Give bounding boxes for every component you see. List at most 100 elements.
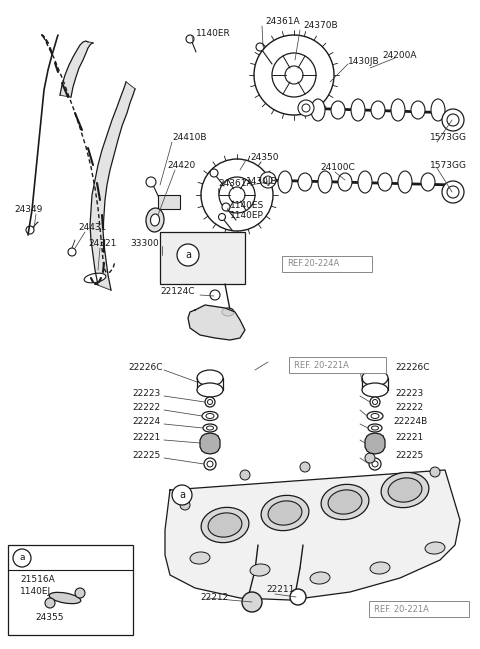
Text: 1140ES: 1140ES: [230, 201, 264, 210]
Ellipse shape: [425, 542, 445, 554]
Circle shape: [430, 467, 440, 477]
Bar: [160, 232, 245, 284]
Ellipse shape: [151, 214, 159, 226]
Text: REF.20-224A: REF.20-224A: [287, 260, 339, 269]
Ellipse shape: [197, 383, 223, 397]
Circle shape: [13, 549, 31, 567]
Polygon shape: [365, 433, 385, 454]
FancyBboxPatch shape: [282, 256, 372, 272]
Circle shape: [201, 159, 273, 231]
Ellipse shape: [206, 426, 214, 430]
Text: 24410B: 24410B: [172, 134, 206, 143]
Circle shape: [290, 589, 306, 605]
Text: 24361A: 24361A: [218, 180, 252, 188]
Ellipse shape: [431, 99, 445, 121]
Circle shape: [219, 177, 255, 213]
Circle shape: [45, 598, 55, 608]
Text: 1430JB: 1430JB: [348, 58, 380, 66]
Text: 1140EJ: 1140EJ: [20, 587, 51, 596]
Ellipse shape: [318, 171, 332, 193]
Text: 24420: 24420: [167, 162, 195, 171]
Circle shape: [372, 400, 377, 404]
Text: 22221: 22221: [132, 432, 160, 441]
Ellipse shape: [411, 101, 425, 119]
Text: 1573GG: 1573GG: [430, 160, 467, 169]
Ellipse shape: [202, 411, 218, 421]
FancyBboxPatch shape: [369, 601, 469, 617]
Circle shape: [264, 176, 272, 184]
Text: 1430JB: 1430JB: [246, 177, 277, 186]
Polygon shape: [90, 82, 135, 290]
Ellipse shape: [208, 513, 242, 537]
Ellipse shape: [372, 426, 379, 430]
Polygon shape: [165, 470, 460, 600]
Ellipse shape: [311, 99, 325, 121]
Text: REF. 20-221A: REF. 20-221A: [294, 360, 349, 369]
Ellipse shape: [261, 495, 309, 531]
Circle shape: [75, 588, 85, 598]
Text: 22221: 22221: [395, 432, 423, 441]
Ellipse shape: [250, 564, 270, 576]
Ellipse shape: [381, 472, 429, 508]
Ellipse shape: [206, 413, 214, 419]
Circle shape: [240, 470, 250, 480]
Bar: [8, 545, 133, 635]
Text: 24350: 24350: [250, 153, 278, 162]
Text: 22212: 22212: [200, 593, 228, 602]
Text: 22226C: 22226C: [128, 363, 163, 371]
Text: 24355: 24355: [35, 613, 63, 622]
Text: 24349: 24349: [14, 206, 42, 215]
Text: REF. 20-221A: REF. 20-221A: [374, 604, 429, 613]
Ellipse shape: [268, 501, 302, 525]
Ellipse shape: [298, 173, 312, 191]
Circle shape: [300, 462, 310, 472]
Ellipse shape: [370, 562, 390, 574]
Circle shape: [222, 203, 230, 211]
Text: 22225: 22225: [395, 452, 423, 461]
Ellipse shape: [367, 411, 383, 421]
Ellipse shape: [321, 484, 369, 520]
Text: 22223: 22223: [395, 389, 423, 398]
Bar: [158, 195, 180, 209]
Ellipse shape: [338, 173, 352, 191]
Circle shape: [242, 592, 262, 612]
Text: 22211: 22211: [266, 585, 294, 594]
Text: 1140ER: 1140ER: [196, 29, 231, 38]
Circle shape: [210, 290, 220, 300]
Circle shape: [229, 187, 245, 203]
Text: 22224B: 22224B: [393, 417, 427, 426]
Ellipse shape: [49, 593, 81, 604]
Ellipse shape: [421, 173, 435, 191]
Ellipse shape: [278, 171, 292, 193]
Circle shape: [218, 214, 226, 221]
Circle shape: [372, 461, 378, 467]
Circle shape: [370, 397, 380, 407]
Circle shape: [68, 248, 76, 256]
Text: 22225: 22225: [132, 452, 160, 461]
FancyBboxPatch shape: [289, 357, 386, 373]
Text: 22222: 22222: [395, 404, 423, 413]
Ellipse shape: [328, 490, 362, 514]
Circle shape: [302, 104, 310, 112]
Ellipse shape: [388, 478, 422, 502]
Polygon shape: [188, 305, 245, 340]
Text: 24370B: 24370B: [303, 21, 337, 31]
Ellipse shape: [371, 101, 385, 119]
Circle shape: [442, 181, 464, 203]
Circle shape: [298, 100, 314, 116]
Text: 24431: 24431: [78, 223, 107, 232]
Circle shape: [180, 500, 190, 510]
Ellipse shape: [391, 99, 405, 121]
Circle shape: [207, 461, 213, 467]
Text: 1573GG: 1573GG: [430, 134, 467, 143]
Text: 21516A: 21516A: [20, 576, 55, 585]
Circle shape: [442, 109, 464, 131]
Text: 33300: 33300: [130, 238, 159, 247]
Text: 22222: 22222: [132, 404, 160, 413]
Circle shape: [186, 35, 194, 43]
Circle shape: [210, 169, 218, 177]
Circle shape: [260, 172, 276, 188]
Ellipse shape: [190, 552, 210, 564]
Ellipse shape: [351, 99, 365, 121]
Text: 22223: 22223: [132, 389, 160, 398]
